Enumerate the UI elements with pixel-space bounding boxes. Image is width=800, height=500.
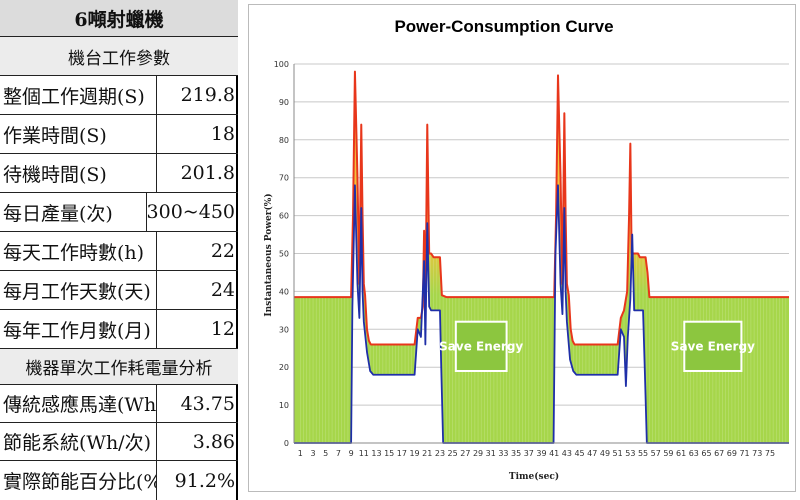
x-tick-label: 57 xyxy=(651,449,661,458)
row-label: 每年工作月數(月) xyxy=(0,310,157,348)
x-tick-label: 11 xyxy=(359,449,369,458)
y-tick-label: 70 xyxy=(279,174,289,183)
x-tick-label: 47 xyxy=(587,449,597,458)
table-header: 6噸射蠟機 xyxy=(0,0,238,37)
table-row: 整個工作週期(S) 219.8 xyxy=(0,76,238,115)
y-tick-labels: 0 10 20 30 40 50 60 70 80 90 100 xyxy=(274,60,289,448)
table-row: 實際節能百分比(%) 91.2% xyxy=(0,461,238,500)
y-tick-label: 60 xyxy=(279,212,289,221)
annotations: Save Energy Save Energy xyxy=(439,320,755,372)
x-tick-label: 69 xyxy=(727,449,737,458)
y-tick-label: 80 xyxy=(279,136,289,145)
row-value: 43.75 xyxy=(180,392,235,415)
chart-title: Power-Consumption Curve xyxy=(394,17,613,36)
row-value: 3.86 xyxy=(192,430,235,453)
x-tick-label: 33 xyxy=(498,449,508,458)
y-tick-label: 0 xyxy=(284,439,289,448)
table-row: 每年工作月數(月) 12 xyxy=(0,310,238,349)
row-label: 節能系統(Wh/次) xyxy=(0,423,157,460)
x-tick-label: 59 xyxy=(663,449,673,458)
x-tick-label: 5 xyxy=(323,449,328,458)
x-tick-label: 35 xyxy=(511,449,521,458)
row-label: 傳統感應馬達(Wh/次) xyxy=(0,385,157,422)
save-energy-box xyxy=(683,320,743,372)
y-axis-label: Instantaneous Power(%) xyxy=(263,193,274,316)
x-tick-label: 45 xyxy=(574,449,584,458)
row-label: 每日產量(次) xyxy=(0,193,147,231)
x-tick-label: 7 xyxy=(336,449,341,458)
x-tick-label: 9 xyxy=(349,449,354,458)
saved-energy-fill xyxy=(294,71,789,443)
x-tick-label: 65 xyxy=(701,449,711,458)
x-tick-label: 1 xyxy=(298,449,303,458)
row-label: 待機時間(S) xyxy=(0,154,157,192)
power-consumption-chart: Power-Consumption Curve 0 10 20 30 40 50 60 70 8… xyxy=(248,4,796,492)
x-tick-label: 73 xyxy=(752,449,762,458)
x-tick-label: 67 xyxy=(714,449,724,458)
traditional-series-line xyxy=(294,70,789,346)
row-value: 18 xyxy=(210,123,235,145)
x-tick-label: 53 xyxy=(625,449,635,458)
x-tick-label: 13 xyxy=(371,449,381,458)
y-tick-label: 20 xyxy=(279,363,289,372)
row-value: 24 xyxy=(210,279,235,301)
table-row: 每日產量(次) 300~450 xyxy=(0,193,238,232)
section-title-parameters: 機台工作參數 xyxy=(0,37,238,76)
table-row: 傳統感應馬達(Wh/次) 43.75 xyxy=(0,385,238,423)
axes xyxy=(293,64,789,444)
y-tick-label: 50 xyxy=(279,250,289,259)
x-tick-label: 15 xyxy=(384,449,394,458)
table-row: 每月工作天數(天) 24 xyxy=(0,271,238,310)
x-tick-label: 63 xyxy=(689,449,699,458)
y-tick-label: 10 xyxy=(279,401,289,410)
x-tick-label: 51 xyxy=(613,449,623,458)
table-row: 每天工作時數(h) 22 xyxy=(0,232,238,271)
save-energy-label: Save Energy xyxy=(439,339,523,353)
x-tick-label: 39 xyxy=(536,449,546,458)
row-value: 219.8 xyxy=(180,84,235,106)
x-tick-label: 41 xyxy=(549,449,559,458)
row-label: 實際節能百分比(%) xyxy=(0,461,157,500)
x-tick-label: 31 xyxy=(486,449,496,458)
row-label: 作業時間(S) xyxy=(0,115,157,153)
y-tick-label: 100 xyxy=(274,60,289,69)
table-row: 節能系統(Wh/次) 3.86 xyxy=(0,423,238,461)
table-row: 作業時間(S) 18 xyxy=(0,115,238,154)
x-tick-label: 55 xyxy=(638,449,648,458)
row-label: 每天工作時數(h) xyxy=(0,232,157,270)
x-tick-label: 49 xyxy=(600,449,610,458)
save-energy-box xyxy=(454,320,508,372)
row-value: 22 xyxy=(210,240,235,262)
x-axis-label: Time(sec) xyxy=(509,471,559,482)
row-value: 300~450 xyxy=(146,201,235,223)
x-tick-label: 29 xyxy=(473,449,483,458)
x-tick-label: 71 xyxy=(739,449,749,458)
row-value: 12 xyxy=(210,318,235,340)
x-tick-label: 75 xyxy=(765,449,775,458)
y-tick-label: 40 xyxy=(279,287,289,296)
x-tick-label: 19 xyxy=(409,449,419,458)
parameter-table: 6噸射蠟機 機台工作參數 整個工作週期(S) 219.8 作業時間(S) 18 … xyxy=(0,0,238,500)
section-title-analysis: 機器單次工作耗電量分析 xyxy=(0,349,238,385)
save-energy-label: Save Energy xyxy=(671,339,755,353)
x-tick-label: 21 xyxy=(422,449,432,458)
x-tick-labels: 1 3 5 7 9 11 13 15 17 19 21 23 25 27 29 31 33 35 37 39 41 43 4… xyxy=(298,449,775,458)
x-tick-label: 25 xyxy=(448,449,458,458)
y-tick-label: 30 xyxy=(279,325,289,334)
x-tick-label: 61 xyxy=(676,449,686,458)
x-tick-label: 3 xyxy=(310,449,315,458)
row-label: 每月工作天數(天) xyxy=(0,271,157,309)
x-tick-label: 23 xyxy=(435,449,445,458)
x-tick-label: 17 xyxy=(397,449,407,458)
row-label: 整個工作週期(S) xyxy=(0,76,157,114)
x-tick-label: 43 xyxy=(562,449,572,458)
row-value: 201.8 xyxy=(180,162,235,184)
table-row: 待機時間(S) 201.8 xyxy=(0,154,238,193)
y-tick-label: 90 xyxy=(279,98,289,107)
x-tick-label: 27 xyxy=(460,449,470,458)
x-tick-label: 37 xyxy=(524,449,534,458)
row-value: 91.2% xyxy=(174,469,235,492)
chart-svg: Power-Consumption Curve 0 10 20 30 40 50 60 70 8… xyxy=(263,17,789,482)
